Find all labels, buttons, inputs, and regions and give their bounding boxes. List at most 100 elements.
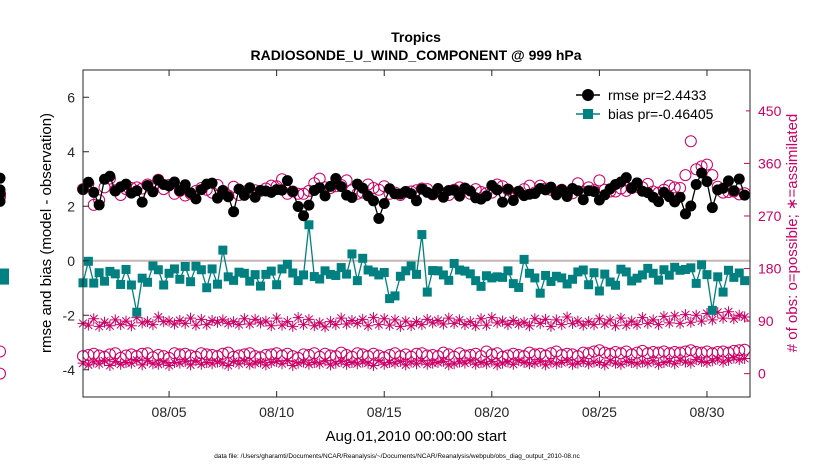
bias-point — [654, 275, 664, 285]
obs-count-series — [78, 306, 751, 333]
bias-point — [680, 264, 690, 274]
assimilated-obs-point — [636, 356, 648, 368]
bias-point — [578, 265, 588, 275]
assimilated-obs-point — [572, 357, 584, 369]
rmse-point — [491, 184, 503, 196]
assimilated-obs-point — [534, 317, 546, 329]
assimilated-obs-point — [513, 355, 525, 367]
assimilated-obs-point — [276, 358, 288, 370]
assimilated-obs-point — [679, 356, 691, 368]
assimilated-obs-point — [249, 357, 261, 369]
bias-point — [207, 264, 217, 274]
assimilated-obs-point — [523, 358, 535, 370]
assimilated-obs-point — [287, 320, 299, 332]
bias-point — [611, 280, 621, 290]
assimilated-obs-point — [647, 355, 659, 367]
assimilated-obs-point — [190, 319, 202, 331]
rmse-point — [287, 186, 299, 198]
assimilated-obs-point — [448, 317, 460, 329]
assimilated-obs-point — [669, 310, 681, 322]
assimilated-obs-point — [722, 306, 734, 318]
assimilated-obs-point — [152, 311, 164, 323]
assimilated-obs-point — [228, 316, 240, 328]
bias-point — [734, 268, 744, 278]
assimilated-obs-point — [561, 311, 573, 323]
assimilated-obs-point — [131, 312, 143, 324]
assimilated-obs-point — [610, 357, 622, 369]
bias-point — [320, 266, 330, 276]
rmse-point — [319, 190, 331, 202]
assimilated-obs-point — [190, 355, 202, 367]
assimilated-obs-point — [566, 317, 578, 329]
assimilated-obs-point — [588, 319, 600, 331]
rmse-point — [179, 179, 191, 191]
assimilated-obs-point — [674, 354, 686, 366]
legend-bias-marker — [583, 109, 593, 119]
assimilated-obs-point — [642, 357, 654, 369]
assimilated-obs-point — [131, 354, 143, 366]
assimilated-obs-point — [739, 311, 751, 323]
rmse-point — [367, 195, 379, 207]
assimilated-obs-point — [733, 309, 745, 321]
assimilated-obs-point — [211, 356, 223, 368]
assimilated-obs-point — [308, 320, 320, 332]
rmse-point — [136, 196, 148, 208]
bias-point — [89, 278, 99, 288]
assimilated-obs-point — [626, 357, 638, 369]
assimilated-obs-point — [255, 317, 267, 329]
assimilated-obs-point — [464, 355, 476, 367]
bias-point — [605, 277, 615, 287]
rmse-point — [211, 192, 223, 204]
y-right-tick-label: 180 — [758, 261, 782, 277]
assimilated-obs-point — [195, 358, 207, 370]
rmse-point — [497, 196, 509, 208]
rmse-series — [0, 167, 751, 225]
bias-series — [0, 220, 750, 317]
assimilated-obs-point — [690, 309, 702, 321]
assimilated-obs-point — [722, 354, 734, 366]
bias-point — [573, 267, 583, 277]
bias-point — [616, 264, 626, 274]
legend-rmse-label: rmse pr=2.4433 — [608, 87, 707, 103]
assimilated-obs-point — [615, 358, 627, 370]
rmse-point — [577, 194, 589, 206]
assimilated-obs-point — [174, 315, 186, 327]
assimilated-obs-point — [733, 354, 745, 366]
assimilated-obs-point — [260, 315, 272, 327]
possible-obs-point — [103, 348, 116, 361]
bias-point — [670, 262, 680, 272]
rmse-point — [378, 198, 390, 210]
assimilated-obs-point — [163, 359, 175, 371]
bias-point — [567, 274, 577, 284]
bias-point — [153, 265, 163, 275]
assimilated-obs-point — [378, 313, 390, 325]
assimilated-obs-point — [104, 359, 116, 371]
bias-point — [589, 268, 599, 278]
assimilated-obs-point — [604, 355, 616, 367]
assimilated-obs-point — [394, 355, 406, 367]
assimilated-obs-point — [631, 319, 643, 331]
bias-point — [336, 263, 346, 273]
assimilated-obs-point — [529, 357, 541, 369]
assimilated-obs-point — [427, 317, 439, 329]
possible-obs-point — [367, 347, 380, 360]
chart-title: Tropics — [391, 29, 441, 45]
bias-point — [702, 270, 712, 280]
rmse-point — [733, 173, 745, 185]
assimilated-obs-point — [502, 319, 514, 331]
legend: rmse pr=2.4433 bias pr=-0.46405 — [560, 76, 746, 126]
assimilated-obs-point — [201, 319, 213, 331]
rmse-point — [722, 175, 734, 187]
rmse-point — [82, 176, 94, 188]
assimilated-obs-point — [712, 306, 724, 318]
assimilated-obs-point — [238, 355, 250, 367]
assimilated-obs-point — [362, 320, 374, 332]
possible-obs-point — [136, 347, 149, 360]
assimilated-obs-point — [620, 355, 632, 367]
x-tick-label: 08/15 — [367, 404, 402, 420]
bias-point — [659, 265, 669, 275]
assimilated-obs-point — [298, 356, 310, 368]
bias-point — [535, 288, 545, 298]
bias-point — [438, 270, 448, 280]
assimilated-obs-point — [443, 312, 455, 324]
